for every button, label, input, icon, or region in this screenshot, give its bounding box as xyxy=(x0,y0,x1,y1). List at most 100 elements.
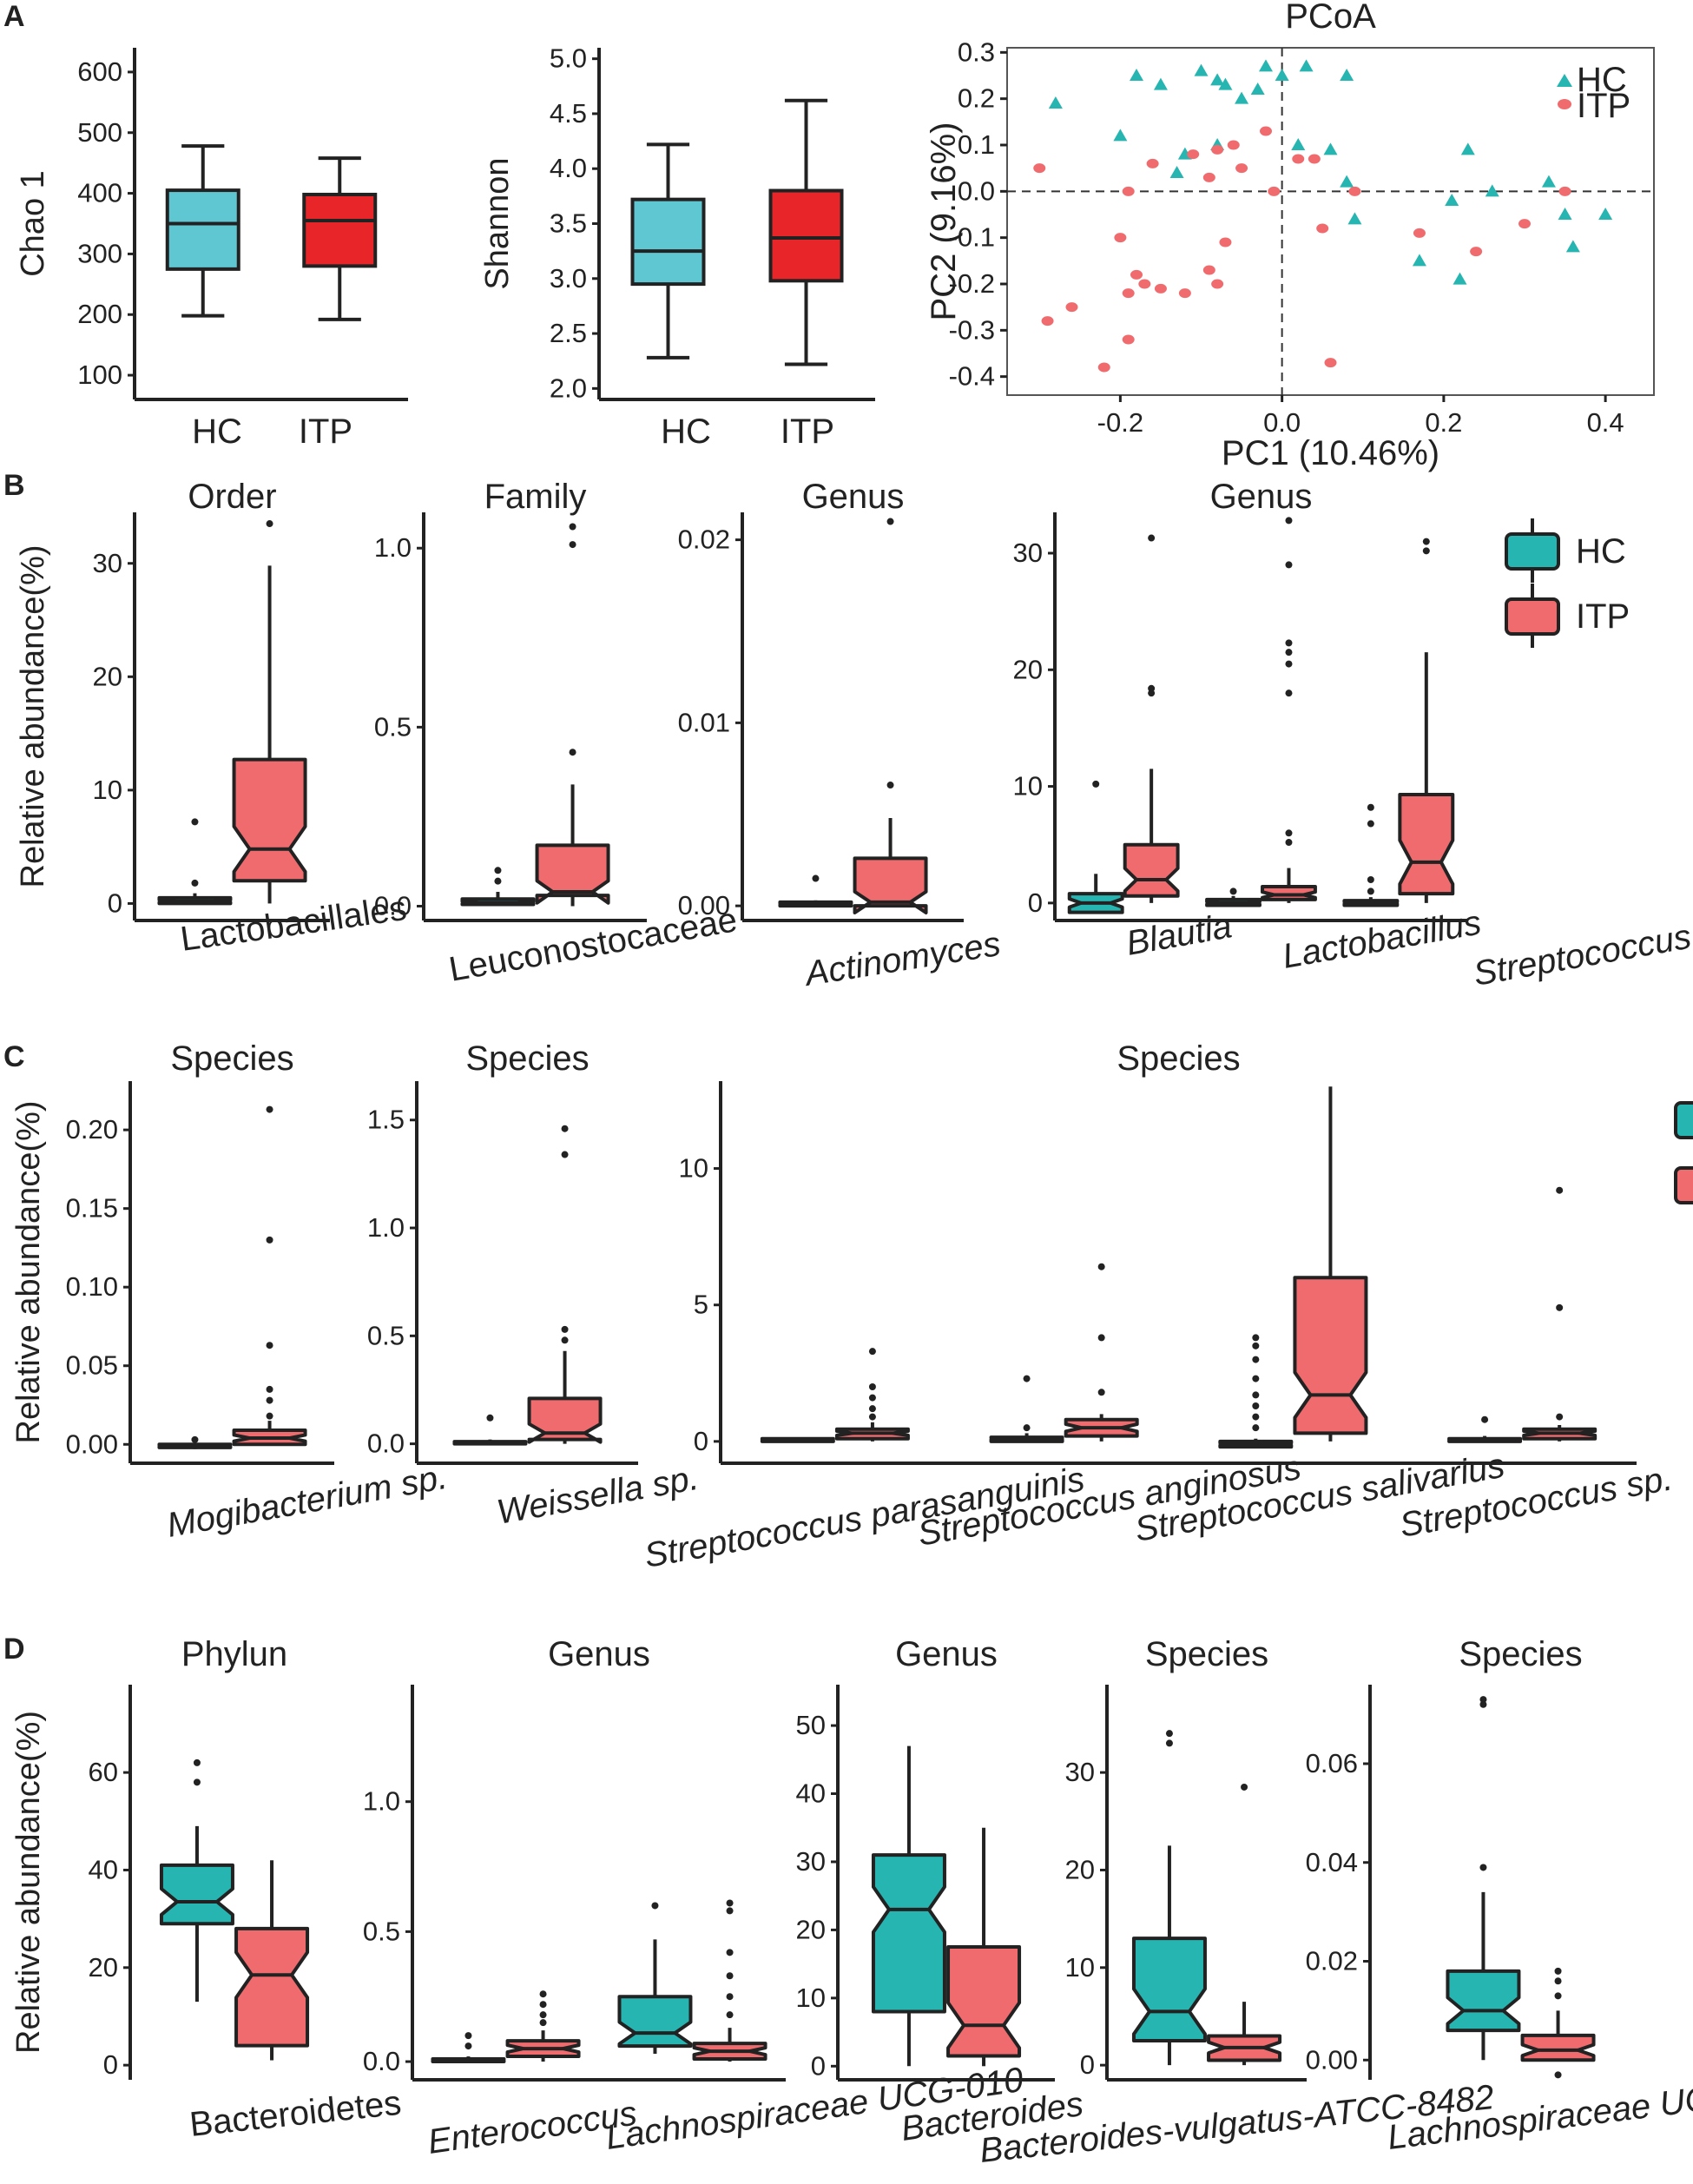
y-tick-label: 600 xyxy=(77,56,122,87)
outlier-point xyxy=(569,749,576,756)
scatter-point-hc xyxy=(1460,142,1475,155)
category-label: ITP xyxy=(781,412,834,451)
y-tick-label: 20 xyxy=(1013,654,1043,684)
y-tick-label: 20 xyxy=(89,1952,118,1983)
outlier-point xyxy=(886,782,894,789)
outlier-point xyxy=(1422,547,1430,555)
box-body xyxy=(535,843,610,905)
y-tick-label: 100 xyxy=(77,360,122,390)
chart-title: Species xyxy=(1145,1635,1268,1673)
chart-title: Species xyxy=(1117,1039,1240,1078)
chart-title: Species xyxy=(1459,1635,1582,1673)
box-itp xyxy=(1520,1967,1596,2079)
y-tick-label: 0.02 xyxy=(1306,1946,1358,1976)
scatter-point-hc xyxy=(1453,272,1467,285)
box-itp xyxy=(232,1105,307,1447)
y-axis-label: PC2 (9.16%) xyxy=(925,122,963,321)
y-tick-label: 2.0 xyxy=(550,373,587,403)
outlier-point xyxy=(539,2019,547,2027)
scatter-point-hc xyxy=(1598,208,1613,220)
box-body xyxy=(630,197,706,287)
outlier-point xyxy=(1285,839,1293,847)
scatter-point-hc xyxy=(1235,91,1249,104)
y-axis-label: Chao 1 xyxy=(15,170,51,277)
y-tick-label: 0.15 xyxy=(66,1193,118,1224)
outlier-point xyxy=(1285,639,1293,647)
y-tick-label: 400 xyxy=(77,178,122,208)
box-hc xyxy=(1131,1730,1207,2066)
scatter-point-itp xyxy=(1413,228,1426,238)
box-hc xyxy=(157,818,233,906)
y-tick-label: 0.01 xyxy=(678,707,730,737)
plot-frame xyxy=(1006,47,1655,396)
box-body xyxy=(946,1945,1022,2058)
y-tick-label: 40 xyxy=(89,1854,118,1884)
outlier-point xyxy=(651,1902,659,1910)
scatter-point-hc xyxy=(1130,69,1143,81)
outlier-point xyxy=(1165,1739,1173,1747)
outlier-point xyxy=(539,1990,547,1998)
outlier-point xyxy=(726,1972,734,1980)
box-itp xyxy=(853,518,928,914)
scatter-point-hc xyxy=(1250,82,1265,95)
box-itp xyxy=(1398,538,1455,903)
outlier-point xyxy=(1229,887,1237,895)
outlier-point xyxy=(1556,1186,1564,1194)
scatter-point-itp xyxy=(1324,358,1337,368)
y-tick-label: 4.5 xyxy=(550,98,587,129)
category-label: Lactobacillus xyxy=(1280,903,1484,975)
y-tick-label: 0.1 xyxy=(958,129,995,160)
y-tick-label: 4.0 xyxy=(550,153,587,183)
y-tick-label: 0.00 xyxy=(66,1429,118,1459)
outlier-point xyxy=(1481,1415,1489,1423)
y-tick-label: 0.02 xyxy=(678,525,730,555)
x-axis-label: PC1 (10.46%) xyxy=(1222,434,1439,472)
scatter-point-hc xyxy=(1291,138,1306,150)
x-tick-label: 0.0 xyxy=(1263,407,1301,438)
y-tick-label: 3.5 xyxy=(550,208,587,239)
chart-b3: Genus 0.00 0.01 0.02 Actinomyces xyxy=(678,478,1004,993)
chart-b4: Genus 0 10 20 30 Blautia LactobacillusStreptoc… xyxy=(1013,478,1693,993)
outlier-point xyxy=(1097,1263,1105,1270)
box-itp xyxy=(834,1348,910,1442)
category-label: Bacteroidetes xyxy=(188,2084,403,2144)
outlier-point xyxy=(1554,2071,1562,2079)
box-hc xyxy=(431,2032,506,2064)
category-label: ITP xyxy=(299,412,352,451)
box-body xyxy=(1293,1276,1368,1435)
y-tick-label: 0 xyxy=(811,2050,826,2081)
outlier-point xyxy=(1554,1977,1562,1985)
box-hc xyxy=(1205,887,1262,907)
y-axis-label: Relative abundance(%) xyxy=(15,544,51,887)
y-tick-label: 0.5 xyxy=(374,711,412,742)
box-hc xyxy=(630,142,706,360)
outlier-point xyxy=(1479,1700,1487,1708)
scatter-point-itp xyxy=(1178,288,1191,299)
box-hc xyxy=(989,1375,1064,1443)
box-hc xyxy=(1446,1696,1521,2061)
box-hc xyxy=(617,1902,693,2055)
legend-label-itp: ITP xyxy=(1577,87,1630,125)
box-itp xyxy=(302,156,378,321)
category-label: Mogibacterium sp. xyxy=(164,1458,450,1545)
scatter-point-itp xyxy=(1268,186,1281,196)
x-tick-label: -0.2 xyxy=(1097,407,1143,438)
scatter-point-itp xyxy=(1558,186,1571,196)
box-body xyxy=(302,192,378,268)
scatter-point-itp xyxy=(1292,154,1305,164)
scatter-point-hc xyxy=(1048,96,1063,109)
legend-key-itp xyxy=(1674,1166,1693,1204)
scatter-point-itp xyxy=(1235,163,1248,174)
chart-title: PCoA xyxy=(1285,0,1376,36)
scatter-point-hc xyxy=(1340,175,1354,188)
chart-title: Species xyxy=(170,1039,293,1078)
scatter-point-itp xyxy=(1308,154,1321,164)
series-itp xyxy=(1033,126,1571,373)
y-tick-label: 1.0 xyxy=(367,1212,405,1243)
chart-title: Species xyxy=(465,1039,589,1078)
scatter-point-hc xyxy=(1340,69,1354,81)
box-hc xyxy=(1067,780,1124,914)
outlier-point xyxy=(266,1342,273,1349)
box-hc xyxy=(165,144,240,318)
